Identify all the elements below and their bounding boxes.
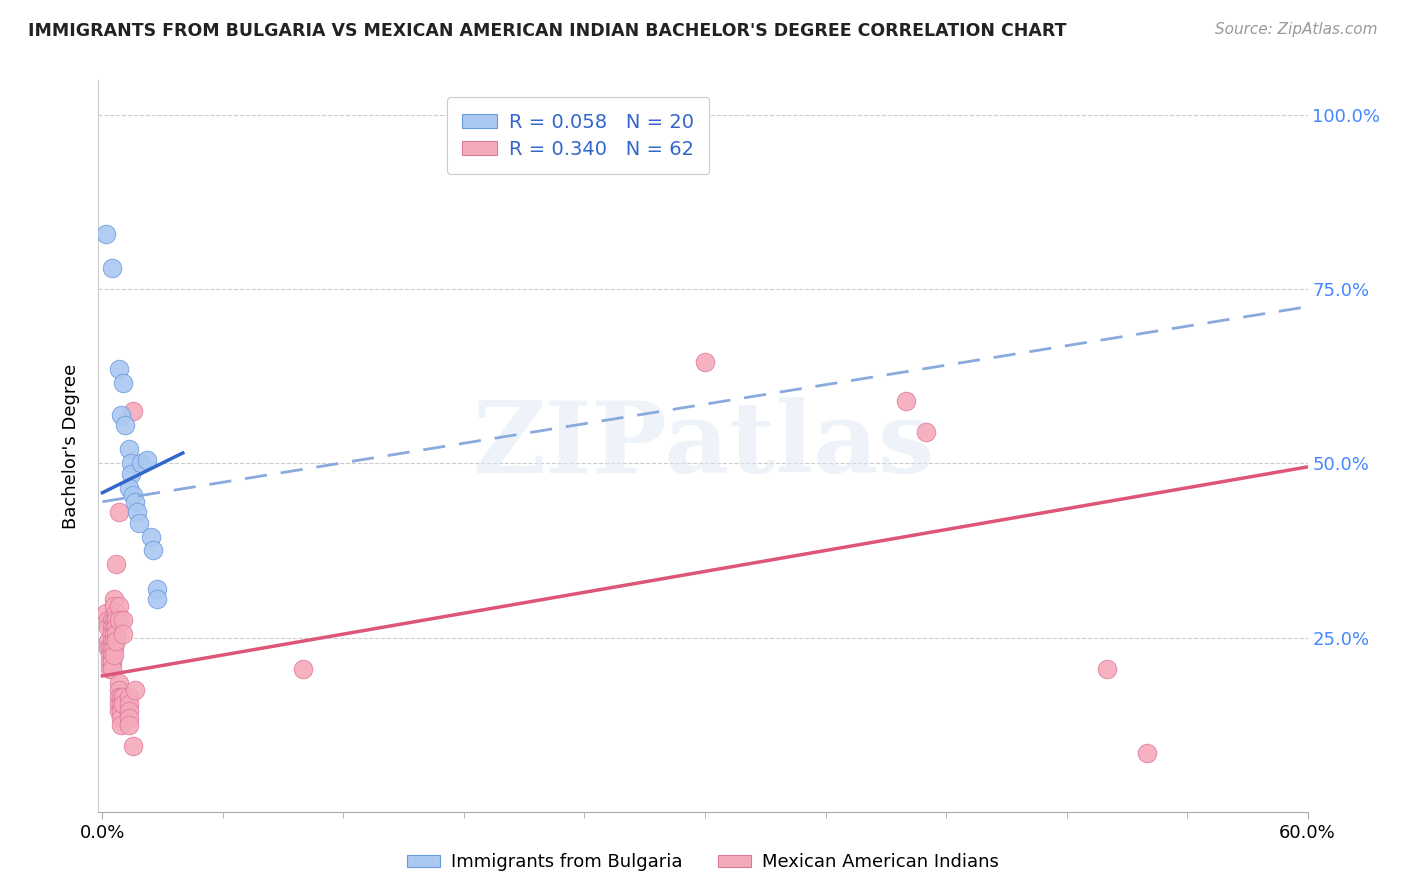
Legend: R = 0.058   N = 20, R = 0.340   N = 62: R = 0.058 N = 20, R = 0.340 N = 62 <box>447 97 710 174</box>
Point <box>107 505 129 519</box>
Point <box>145 592 167 607</box>
Point <box>107 682 129 697</box>
Point <box>97 634 120 648</box>
Point <box>96 606 118 620</box>
Point <box>101 634 124 648</box>
Point <box>129 457 152 471</box>
Point <box>105 558 128 572</box>
Point <box>128 516 150 530</box>
Point <box>1095 662 1118 676</box>
Point <box>101 640 124 655</box>
Point <box>110 704 132 718</box>
Point <box>894 393 917 408</box>
Point <box>124 494 146 508</box>
Point <box>105 613 128 627</box>
Point <box>107 613 129 627</box>
Point <box>111 627 134 641</box>
Point <box>117 442 139 457</box>
Point <box>100 655 122 669</box>
Point <box>107 690 129 704</box>
Point <box>125 505 148 519</box>
Point <box>105 634 128 648</box>
Point <box>110 717 132 731</box>
Point <box>111 376 134 391</box>
Point <box>103 613 125 627</box>
Point <box>121 488 143 502</box>
Point <box>101 627 124 641</box>
Point <box>107 697 129 711</box>
Legend: Immigrants from Bulgaria, Mexican American Indians: Immigrants from Bulgaria, Mexican Americ… <box>401 847 1005 879</box>
Point <box>117 704 139 718</box>
Point <box>117 481 139 495</box>
Point <box>101 613 124 627</box>
Point <box>97 620 120 634</box>
Point <box>105 620 128 634</box>
Point <box>110 690 132 704</box>
Point <box>100 648 122 662</box>
Text: ZIPatlas: ZIPatlas <box>472 398 934 494</box>
Point <box>100 662 122 676</box>
Point <box>101 648 124 662</box>
Point <box>120 467 142 481</box>
Point <box>101 620 124 634</box>
Point <box>103 620 125 634</box>
Point <box>117 697 139 711</box>
Point <box>145 582 167 596</box>
Point <box>107 599 129 614</box>
Point <box>110 711 132 725</box>
Point <box>114 418 136 433</box>
Point <box>97 640 120 655</box>
Point <box>105 606 128 620</box>
Point <box>101 662 124 676</box>
Point <box>142 543 165 558</box>
Text: Source: ZipAtlas.com: Source: ZipAtlas.com <box>1215 22 1378 37</box>
Point <box>103 634 125 648</box>
Point <box>120 457 142 471</box>
Text: IMMIGRANTS FROM BULGARIA VS MEXICAN AMERICAN INDIAN BACHELOR'S DEGREE CORRELATIO: IMMIGRANTS FROM BULGARIA VS MEXICAN AMER… <box>28 22 1067 40</box>
Point <box>117 711 139 725</box>
Point <box>110 697 132 711</box>
Point <box>135 453 157 467</box>
Point <box>107 704 129 718</box>
Point <box>292 662 315 676</box>
Point <box>1136 746 1159 760</box>
Point <box>693 355 716 369</box>
Point <box>117 717 139 731</box>
Point <box>107 362 129 376</box>
Point <box>103 599 125 614</box>
Point <box>96 227 118 241</box>
Point <box>101 261 124 276</box>
Point <box>101 655 124 669</box>
Y-axis label: Bachelor's Degree: Bachelor's Degree <box>62 363 80 529</box>
Point <box>139 530 162 544</box>
Point <box>103 592 125 607</box>
Point <box>121 739 143 753</box>
Point <box>111 697 134 711</box>
Point <box>103 627 125 641</box>
Point <box>124 682 146 697</box>
Point <box>103 648 125 662</box>
Point <box>111 690 134 704</box>
Point <box>100 640 122 655</box>
Point <box>110 408 132 422</box>
Point <box>111 613 134 627</box>
Point <box>117 690 139 704</box>
Point <box>107 676 129 690</box>
Point <box>105 627 128 641</box>
Point <box>915 425 938 439</box>
Point <box>97 613 120 627</box>
Point <box>103 640 125 655</box>
Point <box>121 404 143 418</box>
